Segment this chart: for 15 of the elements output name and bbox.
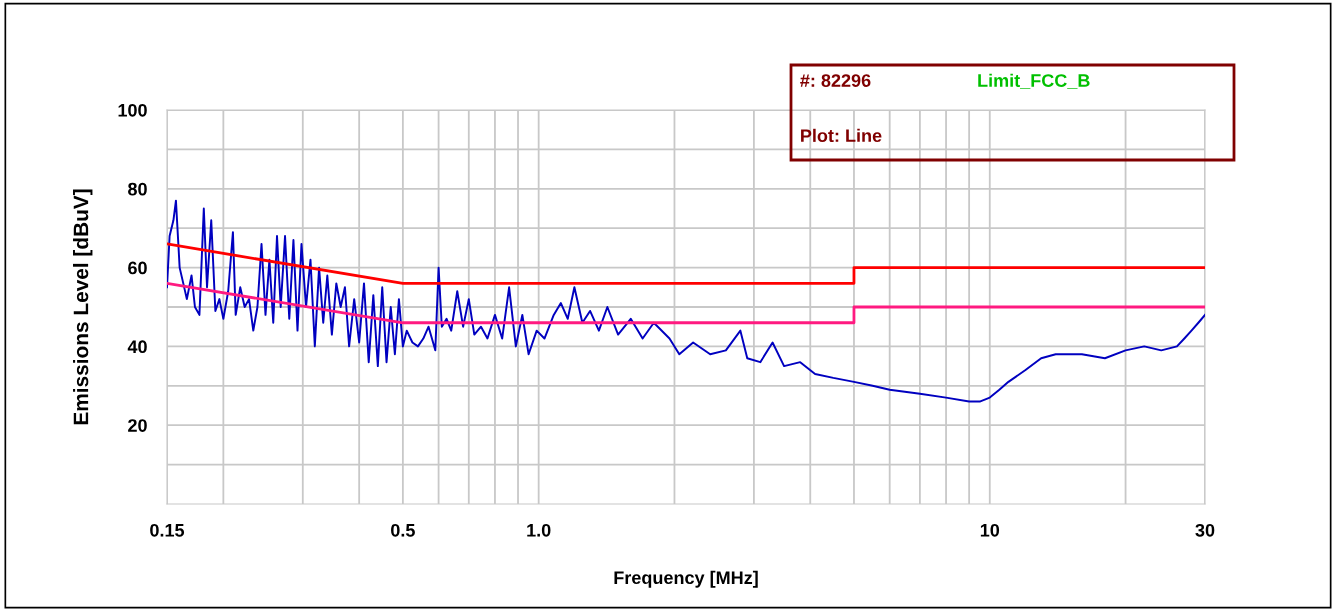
x-tick-label: 0.5 <box>391 523 415 537</box>
text: Limit_FCC_B <box>978 73 1090 89</box>
x-tick-label: 1.0 <box>527 523 551 537</box>
x-tick-label: 30 <box>1195 523 1215 537</box>
x-tick-label: 10 <box>980 523 1000 537</box>
annotation: Plot: Line <box>801 128 882 143</box>
y-tick-label: 60 <box>128 261 147 275</box>
x-tick-label: 0.15 <box>150 523 185 537</box>
x-axis-title: Frequency [MHz] <box>614 570 758 588</box>
y-tick-label: 100 <box>118 103 147 117</box>
y-tick-label: 80 <box>128 182 147 196</box>
y-tick-label: 40 <box>127 340 147 354</box>
text: #: 82296 <box>800 74 871 87</box>
y-axis-title: Emissions Level [dBuV] <box>73 189 93 425</box>
y-tick-label: 20 <box>128 419 147 432</box>
